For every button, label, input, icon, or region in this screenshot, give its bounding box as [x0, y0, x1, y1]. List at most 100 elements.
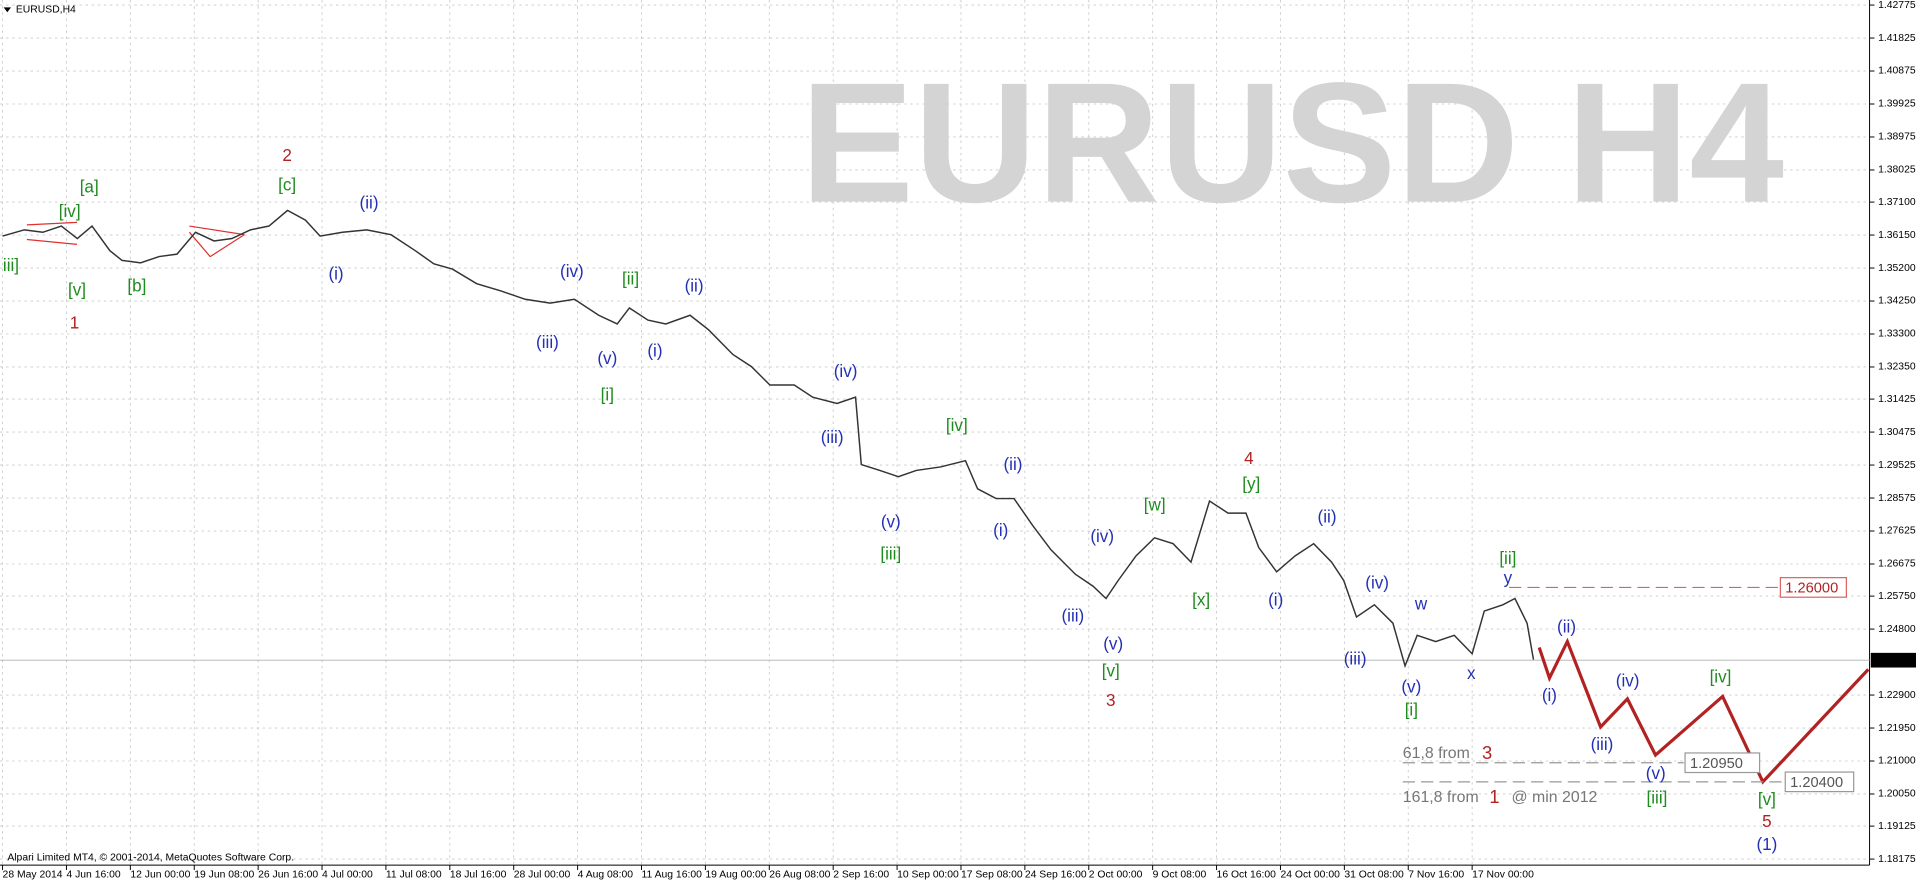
last-price-box: [1870, 652, 1916, 668]
wave-label: (v): [1646, 764, 1666, 783]
wave-label: 2: [282, 146, 292, 165]
y-tick-label: 1.22900: [1878, 690, 1916, 701]
y-tick-label: 1.37100: [1878, 197, 1916, 208]
wave-label: (v): [597, 349, 617, 368]
wave-label: [iv]: [59, 202, 81, 221]
y-tick-label: 1.24800: [1878, 624, 1916, 635]
y-tick-label: 1.42775: [1878, 0, 1916, 11]
wave-label: [iv]: [1710, 668, 1732, 687]
chart-title: EURUSD,H4: [16, 5, 76, 16]
wave-label: y: [1504, 569, 1513, 588]
x-tick-label: 18 Jul 16:00: [450, 870, 507, 881]
y-tick-label: 1.25750: [1878, 591, 1916, 602]
y-tick-label: 1.26675: [1878, 559, 1916, 570]
wave-label: (i): [1268, 591, 1283, 610]
wave-label: w: [1414, 594, 1428, 613]
level-note-wave: 1: [1489, 786, 1499, 807]
footer: Alpari Limited MT4, © 2001-2014, MetaQuo…: [7, 853, 294, 864]
menu-triangle[interactable]: [3, 7, 11, 13]
x-tick-label: 24 Oct 00:00: [1280, 870, 1340, 881]
x-tick-label: 26 Aug 08:00: [769, 870, 830, 881]
wave-label: [i]: [1405, 701, 1418, 720]
level-note: 161,8 from: [1403, 789, 1479, 806]
wave-label: (v): [881, 513, 901, 532]
level-label: 1.20400: [1790, 775, 1843, 791]
y-tick-label: 1.31425: [1878, 394, 1916, 405]
wave-label: (i): [993, 521, 1008, 540]
wave-label: (iv): [1616, 671, 1640, 690]
wave-label: [b]: [127, 277, 146, 296]
x-tick-label: 4 Aug 08:00: [578, 870, 634, 881]
level-note-extra: @ min 2012: [1512, 789, 1598, 806]
y-tick-label: 1.27625: [1878, 526, 1916, 537]
y-tick-label: 1.21950: [1878, 723, 1916, 734]
level-label: 1.20950: [1690, 756, 1743, 772]
wave-label: [ii]: [622, 269, 639, 288]
x-tick-label: 24 Sep 16:00: [1025, 870, 1087, 881]
x-tick-label: 11 Jul 08:00: [386, 870, 442, 881]
wave-label: 5: [1762, 812, 1772, 831]
watermark: EURUSD H4: [800, 48, 1784, 239]
wave-label: (iii): [1061, 607, 1084, 626]
wave-label: (ii): [360, 194, 379, 213]
wave-label: x: [1467, 664, 1476, 683]
y-tick-label: 1.38975: [1878, 132, 1916, 143]
level-box: [1784, 771, 1855, 793]
y-tick-label: 1.32350: [1878, 362, 1916, 373]
level-box: [1684, 752, 1761, 774]
level-label: 1.26000: [1785, 581, 1838, 597]
wave-label: (i): [647, 341, 662, 360]
y-tick-label: 1.35200: [1878, 263, 1916, 274]
x-tick-label: 19 Aug 00:00: [705, 870, 766, 881]
wave-label: (ii): [1003, 455, 1022, 474]
wave-label: [v]: [68, 280, 86, 299]
last-price-label: 1.23904: [1876, 655, 1914, 666]
wave-label: [i]: [601, 385, 614, 404]
wave-label: (v): [1103, 635, 1123, 654]
grid: [0, 0, 1870, 866]
x-tick-label: 31 Oct 08:00: [1344, 870, 1404, 881]
y-tick-label: 1.33300: [1878, 329, 1916, 340]
x-tick-label: 26 Jun 16:00: [258, 870, 318, 881]
wave-label: (i): [1542, 686, 1557, 705]
wave-label: 4: [1244, 449, 1254, 468]
x-tick-label: 19 Jun 08:00: [194, 870, 254, 881]
wave-label: [w]: [1144, 495, 1166, 514]
y-tick-label: 1.40875: [1878, 66, 1916, 77]
y-tick-label: 1.38025: [1878, 165, 1916, 176]
wave-label: (iii): [821, 428, 844, 447]
x-tick-label: 28 May 2014: [3, 870, 63, 881]
wave-label: (1): [1756, 835, 1777, 854]
x-tick-label: 16 Oct 16:00: [1217, 870, 1277, 881]
wave-label: [v]: [1758, 790, 1776, 809]
wave-label: iii]: [3, 256, 19, 275]
wave-label: (iii): [1344, 649, 1367, 668]
y-tick-label: 1.29525: [1878, 460, 1916, 471]
wave-label: [iii]: [880, 544, 901, 563]
triangle-pattern: [26, 221, 245, 258]
y-tick-label: 1.21000: [1878, 756, 1916, 767]
x-tick-label: 28 Jul 00:00: [514, 870, 571, 881]
wave-label: (iv): [560, 262, 584, 281]
wave-label: (iii): [1591, 735, 1614, 754]
wave-label: [y]: [1242, 475, 1260, 494]
y-tick-label: 1.18175: [1878, 854, 1916, 865]
level-note-wave: 3: [1482, 742, 1492, 763]
wave-label: (ii): [685, 277, 704, 296]
level-box: [1779, 577, 1847, 598]
x-tick-label: 17 Nov 00:00: [1472, 870, 1534, 881]
wave-label: (v): [1401, 677, 1421, 696]
x-tick-label: 2 Oct 00:00: [1089, 870, 1143, 881]
x-tick-label: 7 Nov 16:00: [1408, 870, 1464, 881]
x-tick-label: 9 Oct 08:00: [1153, 870, 1207, 881]
wave-label: [v]: [1102, 662, 1120, 681]
x-tick-label: 10 Sep 00:00: [897, 870, 959, 881]
price-line: [2, 209, 1535, 669]
wave-label: (ii): [1318, 508, 1337, 527]
triangle-drawings: [26, 221, 245, 258]
wave-label: (i): [328, 264, 343, 283]
wave-label: [a]: [80, 178, 99, 197]
level-note: 61,8 from: [1403, 745, 1470, 762]
